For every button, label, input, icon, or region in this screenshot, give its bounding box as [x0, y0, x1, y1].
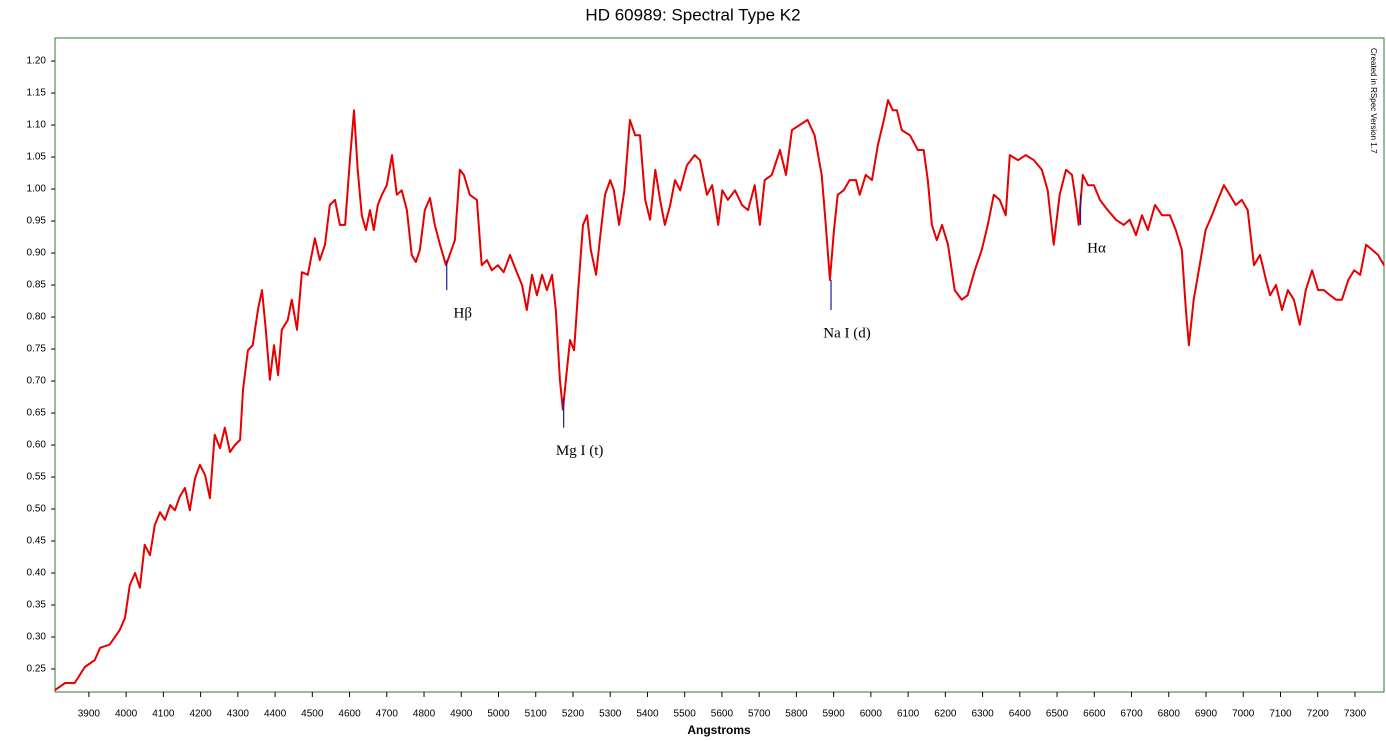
x-tick-label: 5300	[599, 709, 622, 720]
x-tick-label: 4600	[338, 709, 361, 720]
x-tick-label: 4700	[376, 709, 399, 720]
y-tick-label: 0.55	[27, 472, 47, 483]
x-tick-label: 4900	[450, 709, 473, 720]
x-tick-label: 7300	[1344, 709, 1367, 720]
x-tick-label: 5000	[487, 709, 510, 720]
spectrum-line	[54, 99, 1385, 691]
x-tick-label: 4400	[264, 709, 287, 720]
y-tick-label: 0.80	[27, 312, 47, 323]
y-tick-label: 1.15	[27, 88, 47, 99]
x-tick-label: 7000	[1232, 709, 1255, 720]
x-tick-label: 6400	[1009, 709, 1032, 720]
x-tick-label: 5700	[748, 709, 771, 720]
y-tick-label: 0.65	[27, 408, 47, 419]
x-tick-label: 4100	[152, 709, 175, 720]
y-tick-label: 0.45	[27, 536, 47, 547]
annotation-label: Na I (d)	[823, 325, 870, 341]
y-tick-label: 1.20	[27, 56, 47, 67]
x-tick-label: 4800	[413, 709, 436, 720]
x-tick-label: 4300	[227, 709, 250, 720]
x-tick-label: 6300	[971, 709, 994, 720]
y-tick-label: 0.90	[27, 248, 47, 259]
x-tick-label: 6900	[1195, 709, 1218, 720]
annotation-label: Hα	[1087, 240, 1106, 256]
footnote: Created in RSpec Version 1.7	[1369, 48, 1378, 154]
annotation-label: Hβ	[454, 306, 472, 322]
x-tick-label: 5400	[636, 709, 659, 720]
x-tick-label: 4500	[301, 709, 324, 720]
x-tick-label: 6500	[1046, 709, 1069, 720]
x-tick-label: 6800	[1158, 709, 1181, 720]
y-tick-label: 1.05	[27, 152, 47, 163]
y-tick-label: 0.30	[27, 632, 47, 643]
annotation-label: Mg I (t)	[556, 443, 604, 459]
x-tick-label: 6100	[897, 709, 920, 720]
x-tick-label: 6200	[934, 709, 957, 720]
y-tick-label: 0.70	[27, 376, 47, 387]
y-tick-label: 0.40	[27, 568, 47, 579]
y-tick-label: 0.25	[27, 664, 47, 675]
y-tick-label: 1.00	[27, 184, 47, 195]
x-tick-label: 6700	[1120, 709, 1143, 720]
x-tick-label: 5100	[525, 709, 548, 720]
y-tick-label: 1.10	[27, 120, 47, 131]
y-tick-label: 0.75	[27, 344, 47, 355]
y-tick-label: 0.95	[27, 216, 47, 227]
y-tick-label: 0.50	[27, 504, 47, 515]
y-tick-label: 0.85	[27, 280, 47, 291]
y-tick-label: 0.35	[27, 600, 47, 611]
x-axis-label: Angstroms	[687, 723, 751, 737]
x-tick-label: 5800	[785, 709, 808, 720]
x-tick-label: 6000	[860, 709, 883, 720]
x-tick-label: 6600	[1083, 709, 1106, 720]
chart-title: HD 60989: Spectral Type K2	[585, 5, 800, 24]
y-tick-label: 0.60	[27, 440, 47, 451]
x-tick-label: 5500	[674, 709, 697, 720]
x-tick-label: 3900	[78, 709, 101, 720]
plot-frame	[54, 37, 1385, 693]
x-tick-label: 5600	[711, 709, 734, 720]
x-tick-label: 7100	[1269, 709, 1292, 720]
x-tick-label: 4000	[115, 709, 138, 720]
x-tick-label: 7200	[1307, 709, 1330, 720]
x-tick-label: 5900	[823, 709, 846, 720]
x-tick-label: 4200	[189, 709, 212, 720]
x-tick-label: 5200	[562, 709, 585, 720]
